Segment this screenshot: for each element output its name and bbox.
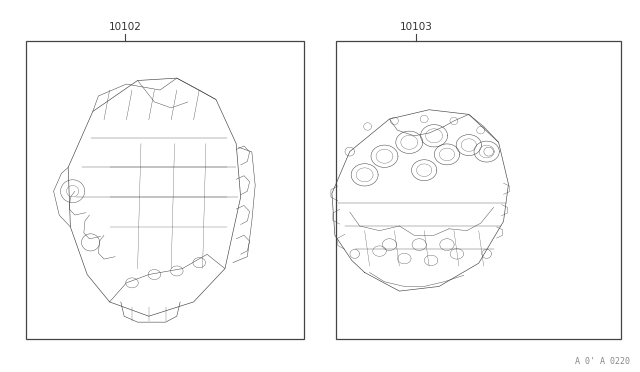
Text: 10102: 10102 [108, 22, 141, 32]
Text: A 0' A 0220: A 0' A 0220 [575, 357, 630, 366]
Bar [26, 41, 304, 339]
Bar [336, 41, 621, 339]
Text: 10103: 10103 [399, 22, 433, 32]
